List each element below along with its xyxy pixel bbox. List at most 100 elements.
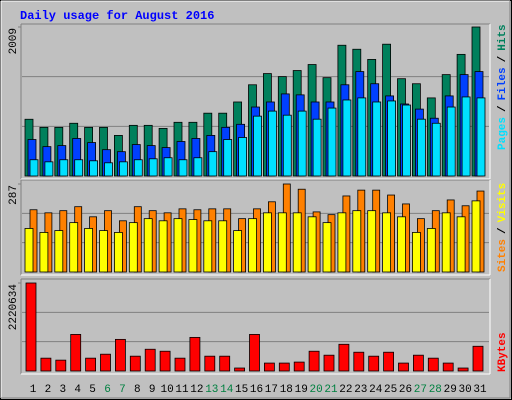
bar [218, 220, 228, 273]
bar [416, 118, 426, 177]
bar [412, 354, 424, 372]
bar [427, 357, 439, 372]
bar [148, 158, 158, 177]
bar [40, 357, 52, 372]
x-tick-label: 24 [369, 384, 383, 396]
x-tick-label: 1 [30, 384, 37, 396]
bar [442, 362, 454, 372]
x-tick-label: 31 [473, 384, 487, 396]
legend-separator: / [497, 55, 509, 62]
bar [277, 212, 287, 273]
bar [84, 228, 93, 273]
chart-title: Daily usage for August 2016 [20, 9, 214, 23]
x-tick-label: 13 [205, 384, 218, 396]
x-tick-label: 18 [280, 384, 293, 396]
bar [204, 355, 216, 372]
bar [353, 351, 365, 372]
bar [367, 210, 377, 273]
x-tick-label: 14 [220, 384, 234, 396]
x-tick-label: 5 [89, 384, 96, 396]
legend-separator: / [497, 105, 509, 112]
bar [233, 230, 243, 273]
bar [69, 222, 79, 273]
bar [382, 212, 392, 273]
bar [471, 200, 481, 273]
bar [114, 232, 123, 273]
bar [397, 216, 406, 273]
bar [188, 219, 198, 273]
bar [173, 218, 183, 273]
bar [322, 222, 332, 273]
bar [308, 350, 320, 372]
bar [174, 357, 186, 372]
bar [203, 220, 213, 273]
bar [219, 355, 231, 372]
bar [129, 355, 141, 372]
x-tick-label: 10 [160, 384, 173, 396]
legend: KBytes [497, 332, 509, 372]
bar [193, 157, 203, 177]
bar [267, 110, 277, 177]
bar [128, 222, 138, 273]
bar [441, 212, 451, 273]
bar [133, 159, 143, 177]
bar [44, 161, 54, 177]
x-tick-label: 25 [384, 384, 397, 396]
y-tick-label: 2009 [8, 28, 20, 54]
x-tick-label: 23 [354, 384, 367, 396]
x-tick-label: 21 [324, 384, 338, 396]
bar [39, 232, 49, 273]
bar [383, 351, 395, 372]
legend: Pages / Files / Hits [497, 24, 509, 150]
bar [238, 137, 248, 177]
bar [208, 151, 218, 177]
x-tick-label: 8 [134, 384, 141, 396]
bar [55, 359, 67, 372]
x-tick-label: 29 [444, 384, 457, 396]
bar [144, 348, 156, 372]
x-tick-label: 9 [149, 384, 156, 396]
legend-entry: Sites [497, 239, 509, 272]
y-tick-label: 2220634 [8, 284, 20, 331]
bar [337, 212, 347, 273]
legend: Sites / Visits [497, 183, 509, 272]
x-tick-label: 30 [458, 384, 471, 396]
legend-entry: Hits [497, 24, 509, 50]
bar [158, 220, 168, 273]
bar [472, 345, 484, 372]
x-tick-label: 12 [190, 384, 203, 396]
bar [426, 228, 436, 273]
bar [368, 355, 380, 372]
x-tick-label: 19 [295, 384, 308, 396]
bar [25, 282, 37, 372]
x-tick-label: 17 [265, 384, 278, 396]
bar [159, 350, 171, 372]
bar [253, 115, 262, 177]
x-tick-label: 6 [104, 384, 111, 396]
bar [178, 159, 188, 177]
x-tick-label: 11 [175, 384, 189, 396]
legend-entry: KBytes [497, 332, 509, 372]
x-tick-label: 7 [119, 384, 126, 396]
legend-separator: / [497, 227, 509, 234]
bar [323, 354, 335, 372]
bar [54, 230, 64, 273]
x-tick-label: 27 [414, 384, 427, 396]
x-tick-label: 22 [339, 384, 352, 396]
bar [189, 336, 201, 372]
bar [59, 159, 69, 177]
bar [223, 139, 233, 177]
bar [402, 104, 411, 177]
legend-entry: Pages [497, 117, 509, 150]
x-tick-label: 26 [399, 384, 412, 396]
bar [292, 212, 302, 273]
bar [119, 161, 128, 177]
bar [297, 110, 307, 177]
x-tick-label: 28 [429, 384, 442, 396]
bar [446, 106, 456, 177]
bar [248, 218, 257, 273]
bar [431, 122, 441, 177]
bar [104, 162, 113, 177]
bar [249, 334, 260, 372]
